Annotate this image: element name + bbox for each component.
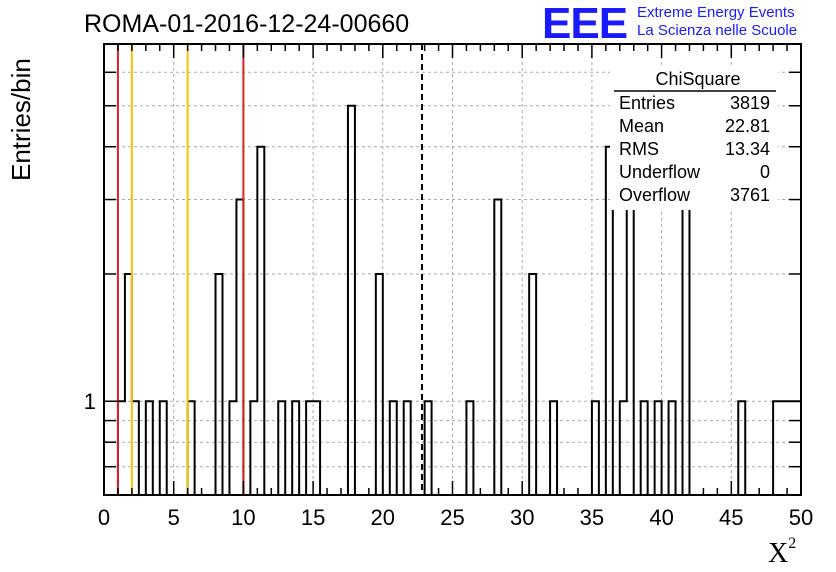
histogram-bin [390, 401, 397, 495]
histogram-bin [132, 401, 139, 495]
histogram-bin [376, 274, 383, 495]
x-tick-label: 35 [580, 505, 604, 530]
x-axis-label-sup: 2 [788, 534, 797, 552]
stats-value: 3819 [730, 93, 770, 113]
stats-value: 22.81 [725, 116, 770, 136]
stats-value: 0 [760, 162, 770, 182]
stats-label: Entries [619, 93, 675, 113]
histogram-bin [738, 401, 745, 495]
stats-label: Overflow [619, 185, 691, 205]
histogram-bin [425, 401, 432, 495]
histogram-bin [278, 401, 285, 495]
histogram-bin [404, 401, 411, 495]
histogram-bin [466, 401, 473, 495]
x-tick-label: 15 [301, 505, 325, 530]
chart-title: ROMA-01-2016-12-24-00660 [84, 10, 410, 38]
x-tick-label: 25 [440, 505, 464, 530]
histogram-bin [773, 401, 780, 495]
y-tick-label: 1 [84, 389, 96, 414]
histogram-bin [620, 401, 627, 495]
x-tick-label: 45 [719, 505, 743, 530]
histogram-bin [550, 401, 557, 495]
histogram-bin [794, 401, 801, 495]
x-tick-label: 20 [371, 505, 395, 530]
histogram-bin [292, 401, 299, 495]
logo-caption-line2: La Scienza nelle Scuole [637, 22, 798, 39]
eee-logo: EEE [542, 0, 628, 48]
histogram-bin [787, 401, 794, 495]
x-tick-label: 50 [789, 505, 813, 530]
stats-box-title: ChiSquare [655, 69, 740, 89]
x-tick-label: 5 [168, 505, 180, 530]
stats-value: 13.34 [725, 139, 770, 159]
x-tick-label: 30 [510, 505, 534, 530]
histogram-bin [125, 274, 132, 495]
histogram-bin [146, 401, 153, 495]
histogram-bin [160, 401, 167, 495]
histogram-bin [592, 401, 599, 495]
stats-label: Mean [619, 116, 664, 136]
histogram-bin [494, 200, 501, 495]
stats-label: Underflow [619, 162, 701, 182]
histogram-bin [669, 401, 676, 495]
histogram-bin [188, 401, 195, 495]
x-tick-label: 0 [98, 505, 110, 530]
histogram-bin [313, 401, 320, 495]
logo-caption-line1: Extreme Energy Events [637, 4, 795, 21]
histogram-bin [229, 401, 236, 495]
x-tick-label: 40 [649, 505, 673, 530]
histogram-bin [118, 401, 125, 495]
histogram-bin [780, 401, 787, 495]
histogram-bin [348, 106, 355, 495]
logo-caption: Extreme Energy Events La Scienza nelle S… [637, 4, 797, 40]
histogram-bin [529, 274, 536, 495]
histogram-bin [257, 147, 264, 495]
x-axis-label-main: X [768, 538, 789, 569]
histogram-bin [216, 274, 223, 495]
x-tick-label: 10 [231, 505, 255, 530]
histogram-bin [627, 200, 634, 495]
stats-value: 3761 [730, 185, 770, 205]
histogram-bin [641, 401, 648, 495]
stats-label: RMS [619, 139, 659, 159]
histogram-bin [306, 401, 313, 495]
histogram-bin [236, 200, 243, 495]
x-axis-label: X2 [768, 534, 797, 570]
histogram-bin [250, 401, 257, 495]
histogram-outline [104, 104, 802, 496]
histogram-bin [655, 401, 662, 495]
